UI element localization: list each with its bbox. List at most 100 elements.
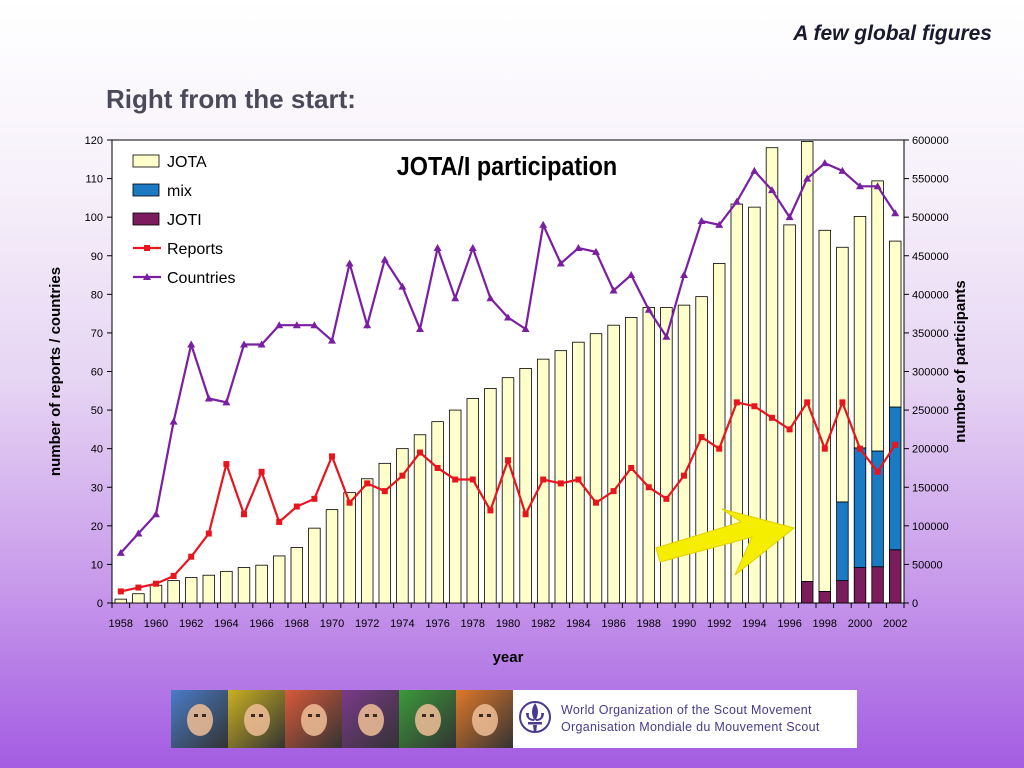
point-reports-1996 (786, 426, 793, 433)
y2tick-label-550000: 550000 (912, 174, 949, 186)
point-countries-1972 (363, 321, 372, 329)
point-countries-2000 (856, 182, 864, 190)
y2tick-label-250000: 250000 (912, 405, 949, 417)
xtick-label-1994: 1994 (742, 618, 766, 630)
ytick-label-70: 70 (91, 328, 103, 340)
arrow-right-icon (655, 508, 796, 576)
bar-jota-1978 (466, 398, 480, 604)
bar-jota-1995 (765, 147, 779, 604)
ytick-label-0: 0 (97, 598, 103, 610)
scout-fleur-de-lis-icon (513, 690, 557, 748)
point-reports-1998 (821, 445, 828, 452)
y2tick-label-0: 0 (912, 598, 918, 610)
point-countries-1985 (592, 247, 600, 255)
xtick-label-1964: 1964 (214, 618, 238, 630)
bar-joti-2001 (871, 566, 884, 604)
y2tick-label-200000: 200000 (912, 444, 949, 456)
point-reports-1989 (663, 495, 670, 502)
point-countries-1994 (750, 166, 759, 174)
point-reports-1994 (751, 403, 758, 410)
point-reports-1987 (628, 464, 635, 471)
ytick-label-90: 90 (91, 251, 103, 263)
slide-tag: A few global figures (793, 22, 992, 45)
ytick-label-50: 50 (91, 405, 103, 417)
point-reports-1963 (205, 530, 212, 537)
xtick-label-1996: 1996 (777, 618, 801, 630)
point-countries-1983 (556, 259, 565, 267)
participation-chart: 0 10 20 30 40 50 60 70 80 90 100 110 120 0 50000 100000… (47, 135, 969, 666)
point-countries-1995 (768, 186, 776, 194)
point-reports-1981 (522, 511, 529, 518)
point-reports-1965 (241, 511, 247, 518)
point-countries-1966 (257, 340, 266, 348)
xtick-label-1966: 1966 (249, 618, 273, 630)
point-reports-2001 (874, 468, 881, 475)
point-countries-2002 (891, 209, 900, 217)
wosm-name-en: World Organization of the Scout Movement (561, 703, 812, 717)
point-countries-1991 (697, 217, 706, 225)
point-reports-1971 (346, 499, 353, 506)
bar-jota-1966 (255, 564, 268, 604)
xtick-label-1982: 1982 (531, 618, 555, 630)
xtick-label-1986: 1986 (601, 618, 625, 630)
ytick-label-120: 120 (85, 135, 103, 147)
point-countries-1960 (152, 510, 160, 518)
point-reports-1999 (839, 399, 846, 406)
bar-jota-1991 (695, 296, 708, 604)
point-countries-1992 (715, 220, 724, 228)
point-countries-1970 (328, 336, 336, 344)
point-reports-1964 (223, 461, 230, 468)
bar-jota-2002 (888, 240, 902, 408)
bar-jota-1992 (712, 263, 726, 604)
point-reports-2000 (857, 445, 863, 452)
bar-joti-1997 (800, 580, 814, 604)
point-reports-1974 (399, 472, 406, 479)
xtick-label-1958: 1958 (109, 618, 133, 630)
point-countries-1976 (433, 244, 442, 252)
xtick-label-1988: 1988 (637, 618, 661, 630)
xtick-label-1962: 1962 (179, 618, 203, 630)
point-countries-1964 (222, 398, 231, 406)
xtick-label-1968: 1968 (285, 618, 309, 630)
ytick-label-60: 60 (91, 367, 103, 379)
legend-label-mix: mix (167, 183, 192, 200)
bar-mix-1999 (836, 501, 849, 582)
point-countries-1977 (451, 294, 460, 302)
bar-jota-1964 (220, 570, 233, 604)
bar-jota-1988 (642, 307, 656, 604)
point-countries-1963 (204, 394, 213, 402)
bar-joti-1999 (836, 580, 849, 604)
legend-swatch-joti (132, 212, 160, 226)
point-reports-1972 (364, 480, 371, 487)
legend-label-countries: Countries (167, 270, 235, 287)
bar-jota-1986 (607, 324, 620, 604)
y2tick-label-150000: 150000 (912, 482, 949, 494)
xtick-label-1972: 1972 (355, 618, 379, 630)
photo-5 (399, 690, 456, 748)
y2tick-label-600000: 600000 (912, 135, 949, 147)
photo-4 (342, 690, 399, 748)
bar-jota-1981 (519, 368, 532, 604)
xtick-label-1976: 1976 (425, 618, 449, 630)
bar-jota-1973 (378, 462, 392, 604)
point-reports-1973 (381, 488, 388, 495)
point-countries-2001 (873, 182, 882, 190)
point-countries-1997 (803, 174, 812, 182)
point-reports-1993 (733, 399, 740, 406)
xtick-label-2000: 2000 (848, 618, 872, 630)
point-reports-1980 (505, 457, 511, 464)
point-countries-1987 (627, 271, 636, 279)
point-countries-1962 (187, 340, 196, 348)
photo-6 (456, 690, 513, 748)
y2tick-label-50000: 50000 (912, 559, 943, 571)
bar-jota-1977 (448, 409, 462, 604)
point-reports-1979 (487, 507, 494, 514)
photo-2 (228, 690, 285, 748)
bar-jota-1983 (554, 350, 568, 604)
xtick-label-1960: 1960 (144, 618, 168, 630)
point-reports-1992 (716, 445, 723, 452)
point-countries-1998 (820, 159, 829, 167)
xtick-label-1978: 1978 (461, 618, 485, 630)
bar-joti-2002 (888, 549, 902, 604)
ytick-label-100: 100 (85, 212, 103, 224)
